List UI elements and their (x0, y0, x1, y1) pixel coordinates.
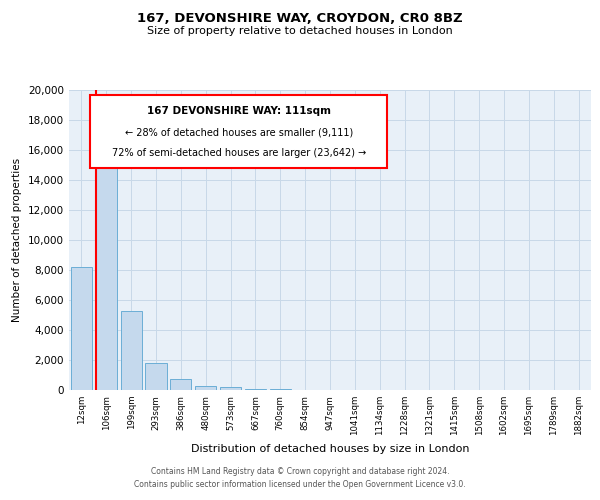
Bar (121, 310, 142, 390)
Bar (245, 388, 266, 390)
Bar (170, 379, 191, 390)
Text: 72% of semi-detached houses are larger (23,642) →: 72% of semi-detached houses are larger (… (112, 148, 366, 158)
Bar (145, 363, 167, 390)
Text: 167 DEVONSHIRE WAY: 111sqm: 167 DEVONSHIRE WAY: 111sqm (146, 106, 331, 117)
FancyBboxPatch shape (90, 94, 388, 168)
Text: Size of property relative to detached houses in London: Size of property relative to detached ho… (147, 26, 453, 36)
Bar (195, 386, 216, 390)
Text: Contains public sector information licensed under the Open Government Licence v3: Contains public sector information licen… (134, 480, 466, 489)
Text: Contains HM Land Registry data © Crown copyright and database right 2024.: Contains HM Land Registry data © Crown c… (151, 467, 449, 476)
Text: ← 28% of detached houses are smaller (9,111): ← 28% of detached houses are smaller (9,… (125, 128, 353, 138)
Bar (270, 389, 291, 390)
Bar (71, 267, 92, 390)
Bar (96, 141, 117, 390)
Text: 167, DEVONSHIRE WAY, CROYDON, CR0 8BZ: 167, DEVONSHIRE WAY, CROYDON, CR0 8BZ (137, 12, 463, 26)
Bar (220, 388, 241, 390)
X-axis label: Distribution of detached houses by size in London: Distribution of detached houses by size … (191, 444, 469, 454)
Y-axis label: Number of detached properties: Number of detached properties (13, 158, 22, 322)
